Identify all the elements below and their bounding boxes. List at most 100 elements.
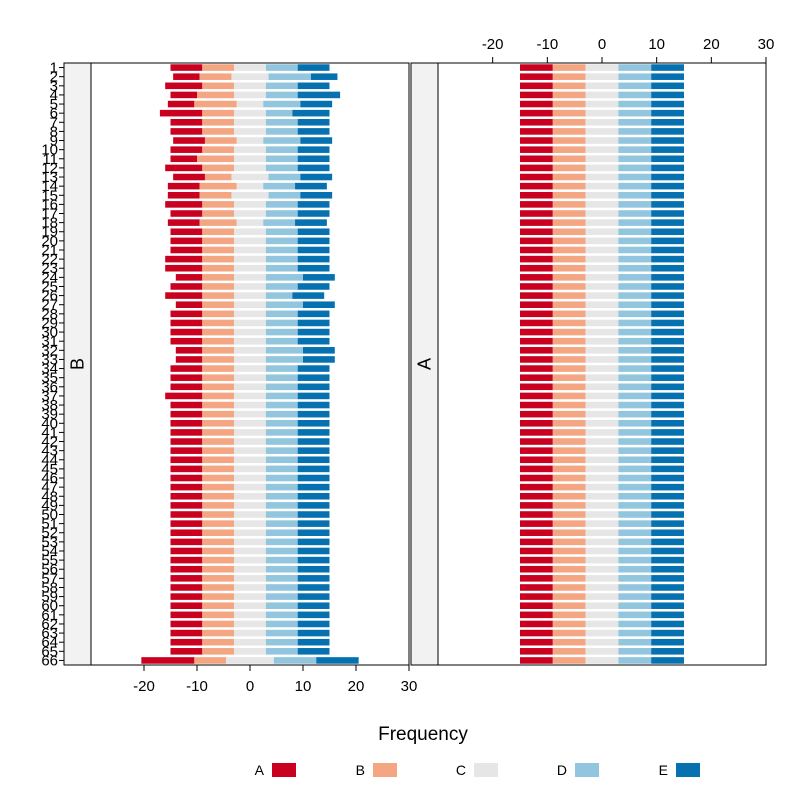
bar-A-63-C	[585, 629, 619, 637]
bar-B-38-D	[265, 401, 298, 409]
bar-B-14-A	[167, 182, 200, 190]
row-label-13: 13	[41, 169, 58, 186]
bar-A-31-C	[585, 337, 619, 345]
bar-B-41-C	[234, 429, 266, 436]
bar-B-35-E	[297, 374, 330, 381]
bar-B-37-D	[265, 392, 298, 400]
bar-A-32-D	[618, 347, 652, 354]
bar-B-31-A	[170, 337, 203, 345]
bar-B-56-C	[234, 565, 266, 573]
bar-A-12-B	[552, 164, 586, 172]
bar-A-18-D	[618, 219, 652, 226]
bar-B-24-A	[175, 274, 203, 281]
bar-B-62-A	[170, 620, 203, 628]
bar-B-65-B	[202, 648, 235, 655]
row-label-33: 33	[41, 351, 58, 368]
row-label-59: 59	[41, 589, 58, 606]
bar-B-53-A	[170, 538, 203, 546]
bar-A-54-A	[520, 547, 553, 555]
bar-A-4-D	[618, 91, 652, 99]
bar-B-27-E	[303, 301, 335, 308]
bar-B-25-A	[170, 283, 203, 290]
bar-B-11-B	[197, 155, 235, 163]
bar-B-37-B	[202, 392, 235, 400]
bar-A-33-C	[585, 356, 619, 363]
bar-B-56-E	[297, 565, 330, 573]
bar-B-41-B	[202, 429, 235, 436]
bar-B-28-C	[234, 310, 266, 318]
bar-B-43-D	[265, 447, 298, 454]
bar-A-6-A	[520, 109, 553, 117]
bar-A-55-A	[520, 556, 553, 564]
bar-A-65-A	[520, 648, 553, 655]
bar-A-45-C	[585, 465, 619, 473]
bar-A-9-A	[520, 137, 553, 144]
x-axis-title: Frequency	[378, 724, 468, 745]
bar-A-20-D	[618, 237, 652, 245]
bar-B-34-B	[202, 365, 235, 372]
bottom-tick-label-10: 10	[295, 678, 312, 695]
bar-A-57-C	[585, 575, 619, 582]
bar-B-51-B	[202, 520, 235, 527]
row-label-23: 23	[41, 260, 58, 277]
bar-B-65-E	[297, 648, 330, 655]
bar-B-55-A	[170, 556, 203, 564]
bar-A-35-A	[520, 374, 553, 381]
bar-B-36-E	[297, 383, 330, 391]
bar-A-55-B	[552, 556, 586, 564]
bar-A-7-D	[618, 119, 652, 126]
bar-A-45-D	[618, 465, 652, 473]
bar-B-64-D	[265, 638, 298, 646]
bar-A-41-D	[618, 429, 652, 436]
bar-B-28-D	[265, 310, 298, 318]
bar-A-8-D	[618, 128, 652, 135]
row-label-58: 58	[41, 579, 58, 596]
bar-A-42-D	[618, 438, 652, 445]
bar-B-22-A	[165, 255, 203, 263]
bar-A-38-E	[651, 401, 684, 409]
bar-B-4-E	[297, 91, 341, 99]
bar-B-18-D	[263, 219, 296, 226]
bar-A-58-D	[618, 584, 652, 591]
bottom-tick-label--20: -20	[133, 678, 155, 695]
bar-A-38-D	[618, 401, 652, 409]
bar-A-41-B	[552, 429, 586, 436]
bar-A-36-B	[552, 383, 586, 391]
legend-swatch-D	[575, 763, 599, 777]
bar-B-2-B	[199, 73, 232, 80]
bar-B-60-C	[234, 602, 266, 609]
bar-A-54-D	[618, 547, 652, 555]
bar-B-13-A	[173, 173, 205, 181]
bar-A-61-C	[585, 611, 619, 619]
bar-B-29-D	[265, 319, 298, 327]
bar-A-49-E	[651, 502, 684, 509]
bar-B-50-B	[202, 511, 235, 518]
bar-B-27-B	[202, 301, 235, 308]
bar-B-28-A	[170, 310, 203, 318]
bar-B-26-A	[165, 292, 203, 299]
bar-A-65-B	[552, 648, 586, 655]
bar-B-22-B	[202, 255, 235, 263]
row-label-5: 5	[50, 96, 58, 113]
bar-A-51-B	[552, 520, 586, 527]
bar-A-39-C	[585, 410, 619, 418]
bar-A-46-A	[520, 474, 553, 482]
bar-A-36-D	[618, 383, 652, 391]
bar-B-50-C	[234, 511, 266, 518]
bar-A-30-E	[651, 328, 684, 336]
bar-A-24-A	[520, 274, 553, 281]
bar-B-17-D	[265, 210, 298, 217]
bar-A-13-D	[618, 173, 652, 181]
bar-A-21-A	[520, 246, 553, 254]
bar-A-16-B	[552, 201, 586, 208]
bar-B-20-D	[265, 237, 298, 245]
bar-B-58-E	[297, 584, 330, 591]
row-label-46: 46	[41, 470, 58, 487]
bar-B-34-D	[265, 365, 298, 372]
bar-A-16-A	[520, 201, 553, 208]
bar-A-4-A	[520, 91, 553, 99]
bar-A-61-B	[552, 611, 586, 619]
bar-B-11-E	[297, 155, 330, 163]
bar-B-52-A	[170, 529, 203, 537]
bar-B-26-D	[265, 292, 293, 299]
